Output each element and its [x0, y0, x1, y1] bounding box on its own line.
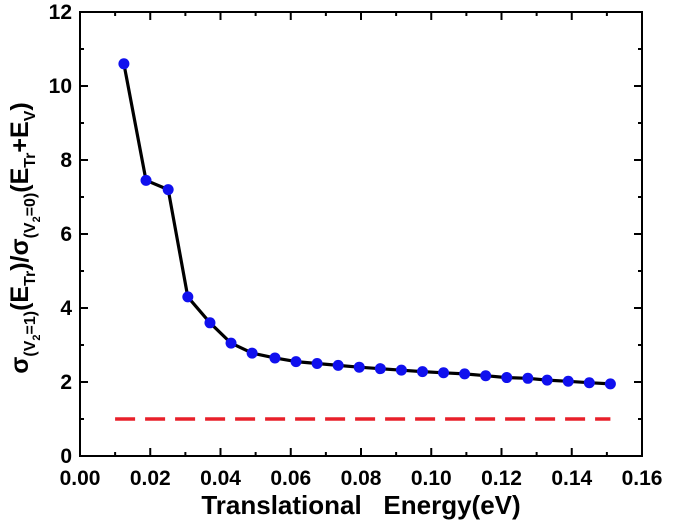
- y-axis-title-part: Tr: [22, 153, 39, 168]
- x-tick-label: 0.12: [481, 467, 522, 490]
- y-axis-title-part: 2: [31, 216, 43, 222]
- ratio-data-point: [562, 375, 574, 387]
- y-tick-label: 8: [60, 149, 72, 172]
- ratio-data-point: [604, 378, 616, 390]
- ratio-data-point: [290, 356, 302, 368]
- ratio-data-point: [583, 377, 595, 389]
- ratio-data-point: [118, 58, 130, 70]
- ratio-data-point: [311, 358, 323, 369]
- y-tick-label: 6: [60, 223, 72, 246]
- y-axis-title-part: =0): [22, 193, 39, 217]
- y-axis-title-part: +E: [6, 121, 34, 152]
- x-tick-label: 0.10: [411, 467, 452, 490]
- y-tick-label: 4: [60, 297, 72, 320]
- ratio-data-point: [353, 361, 365, 373]
- ratio-data-point: [438, 367, 450, 379]
- y-axis-title-part: V: [22, 110, 39, 121]
- x-tick-label: 0.02: [130, 467, 171, 490]
- ratio-data-point: [541, 374, 553, 386]
- ratio-series-line: [122, 63, 611, 386]
- y-axis-title-part: 2: [31, 334, 43, 340]
- ratio-data-point: [225, 337, 237, 349]
- y-axis-title-part: (E: [6, 168, 34, 193]
- ratio-data-point: [395, 364, 407, 376]
- y-axis-title-part: ): [6, 102, 34, 110]
- y-tick-label: 10: [49, 75, 72, 98]
- x-tick-label: 0.16: [622, 467, 663, 490]
- x-tick-label: 0.00: [60, 467, 101, 490]
- y-axis-title-part: (E: [6, 286, 34, 311]
- x-tick-label: 0.04: [200, 467, 241, 490]
- ratio-data-point: [269, 352, 281, 364]
- x-tick-label: 0.08: [341, 467, 382, 490]
- y-axis-title-part: (V: [22, 222, 39, 238]
- x-axis-title: Translational Energy(eV): [201, 490, 520, 520]
- y-tick-label: 2: [60, 371, 72, 394]
- y-axis-title: σ(V2=1)(ETr)/σ(V2=0)(ETr+EV): [6, 102, 43, 373]
- plot-layer: [115, 58, 616, 421]
- y-axis-title-part: σ: [6, 357, 34, 374]
- ratio-data-point: [332, 359, 344, 371]
- ratio-data-point: [182, 291, 194, 303]
- ratio-data-point: [522, 372, 534, 384]
- ratio-data-point: [501, 372, 513, 384]
- y-tick-label: 12: [49, 1, 72, 24]
- ratio-data-point: [480, 370, 492, 382]
- ratio-data-point: [204, 317, 216, 329]
- plot-frame: [79, 11, 643, 457]
- ratio-data-point: [140, 174, 152, 186]
- y-axis-title-part: (V: [22, 340, 39, 356]
- ratio-data-point: [459, 368, 471, 380]
- y-axis-title-part: =1): [22, 311, 39, 335]
- ratio-data-point: [416, 366, 428, 378]
- y-tick-label: 0: [60, 445, 72, 468]
- x-tick-label: 0.06: [270, 467, 311, 490]
- y-axis-title-part: )/σ: [6, 238, 34, 270]
- ratio-data-point: [162, 184, 174, 196]
- x-tick-label: 0.14: [551, 467, 592, 490]
- ratio-data-point: [246, 347, 258, 359]
- ratio-data-point: [374, 363, 386, 375]
- y-axis-title-part: Tr: [22, 271, 39, 286]
- axis-layer: 0.00 0.02 0.04 0.06 0.08 0.10 0.12 0.14 0.16 0 2 4 6…: [49, 1, 663, 490]
